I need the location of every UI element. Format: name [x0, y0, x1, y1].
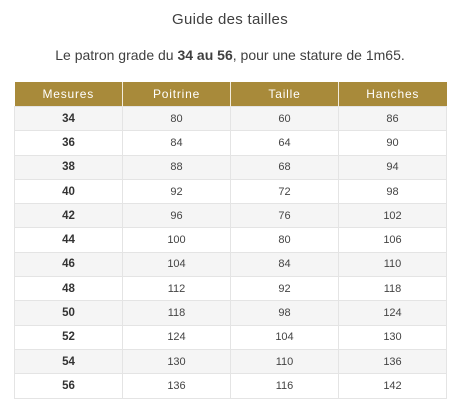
- size-chart-table: Mesures Poitrine Taille Hanches 34 80 60…: [14, 82, 447, 399]
- size-cell: 52: [14, 324, 123, 350]
- chest-cell: 100: [122, 227, 231, 253]
- range-mid: au: [193, 47, 218, 63]
- waist-cell: 98: [230, 300, 339, 326]
- chest-cell: 92: [122, 178, 231, 205]
- page-title: Guide des tailles: [172, 11, 288, 28]
- hips-cell: 124: [338, 300, 447, 326]
- table-row: 56 136 116 142: [14, 373, 447, 399]
- chest-cell: 88: [122, 154, 231, 180]
- waist-cell: 116: [230, 373, 339, 399]
- chest-cell: 130: [122, 348, 231, 375]
- hips-cell: 102: [338, 203, 447, 229]
- size-cell: 44: [14, 227, 123, 253]
- size-cell: 46: [14, 251, 123, 278]
- col-header-taille: Taille: [230, 82, 339, 107]
- waist-cell: 110: [230, 348, 339, 375]
- range-start: 34: [177, 47, 194, 63]
- waist-cell: 76: [230, 203, 339, 229]
- size-range-note: Le patron grade du 34 au 56, pour une st…: [0, 47, 460, 63]
- col-header-hanches: Hanches: [338, 82, 447, 107]
- hips-cell: 94: [338, 154, 447, 180]
- table-row: 54 130 110 136: [14, 348, 447, 375]
- table-row: 40 92 72 98: [14, 178, 447, 205]
- hips-cell: 130: [338, 324, 447, 350]
- chest-cell: 84: [122, 130, 231, 156]
- size-cell: 48: [14, 276, 123, 302]
- table-row: 38 88 68 94: [14, 154, 447, 180]
- chest-cell: 118: [122, 300, 231, 326]
- chest-cell: 96: [122, 203, 231, 229]
- waist-cell: 80: [230, 227, 339, 253]
- waist-cell: 64: [230, 130, 339, 156]
- size-cell: 42: [14, 203, 123, 229]
- table-row: 50 118 98 124: [14, 300, 447, 326]
- waist-cell: 104: [230, 324, 339, 350]
- hips-cell: 106: [338, 227, 447, 253]
- hips-cell: 90: [338, 130, 447, 156]
- table-row: 42 96 76 102: [14, 203, 447, 229]
- size-cell: 50: [14, 300, 123, 326]
- waist-cell: 60: [230, 105, 339, 132]
- table-row: 44 100 80 106: [14, 227, 447, 253]
- size-cell: 38: [14, 154, 123, 180]
- waist-cell: 84: [230, 251, 339, 278]
- table-row: 46 104 84 110: [14, 251, 447, 278]
- size-cell: 54: [14, 348, 123, 375]
- table-row: 36 84 64 90: [14, 130, 447, 156]
- waist-cell: 72: [230, 178, 339, 205]
- chest-cell: 124: [122, 324, 231, 350]
- table-row: 34 80 60 86: [14, 105, 447, 132]
- col-header-poitrine: Poitrine: [122, 82, 231, 107]
- note-suffix: , pour une stature de 1m65.: [232, 47, 405, 63]
- size-cell: 36: [14, 130, 123, 156]
- hips-cell: 142: [338, 373, 447, 399]
- table-row: 48 112 92 118: [14, 276, 447, 302]
- hips-cell: 118: [338, 276, 447, 302]
- size-cell: 56: [14, 373, 123, 399]
- waist-cell: 92: [230, 276, 339, 302]
- chest-cell: 80: [122, 105, 231, 132]
- hips-cell: 136: [338, 348, 447, 375]
- chest-cell: 112: [122, 276, 231, 302]
- chest-cell: 136: [122, 373, 231, 399]
- table-row: 52 124 104 130: [14, 324, 447, 350]
- size-cell: 40: [14, 178, 123, 205]
- hips-cell: 86: [338, 105, 447, 132]
- col-header-mesures: Mesures: [14, 82, 123, 107]
- size-cell: 34: [14, 105, 123, 132]
- table-header-row: Mesures Poitrine Taille Hanches: [14, 82, 447, 107]
- waist-cell: 68: [230, 154, 339, 180]
- hips-cell: 98: [338, 178, 447, 205]
- chest-cell: 104: [122, 251, 231, 278]
- range-end: 56: [217, 47, 233, 63]
- hips-cell: 110: [338, 251, 447, 278]
- note-prefix: Le patron grade du: [55, 47, 178, 63]
